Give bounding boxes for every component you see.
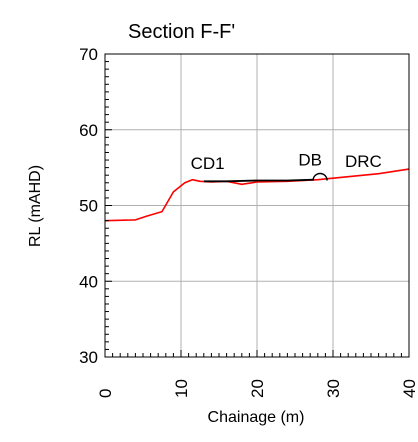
- x-tick-label: 20: [248, 379, 267, 398]
- x-tick-label: 10: [172, 379, 191, 398]
- series-line-1: [203, 178, 315, 183]
- annotations: CD1 DB DRC: [191, 150, 382, 181]
- annotation-label: DRC: [345, 152, 382, 171]
- x-tick-label: 40: [400, 379, 418, 398]
- y-tick-label: 70: [79, 45, 98, 64]
- y-tick-label: 30: [79, 348, 98, 367]
- chart-title: Section F-F': [128, 21, 235, 43]
- y-tick-label: 50: [79, 197, 98, 216]
- annotation-label: CD1: [191, 154, 225, 173]
- annotation-label: DB: [298, 150, 322, 169]
- ticks: 30 40 50 60 70 0 10 20 30 40: [79, 45, 418, 398]
- x-axis-label: Chainage (m): [208, 409, 305, 426]
- y-axis-label: RL (mAHD): [27, 165, 44, 247]
- grid: [104, 53, 410, 358]
- x-tick-label: 30: [324, 379, 343, 398]
- x-tick-label: 0: [96, 389, 115, 398]
- y-tick-label: 60: [79, 121, 98, 140]
- culvert-icon: [312, 172, 328, 181]
- series-layer: [104, 168, 410, 222]
- y-tick-label: 40: [79, 272, 98, 291]
